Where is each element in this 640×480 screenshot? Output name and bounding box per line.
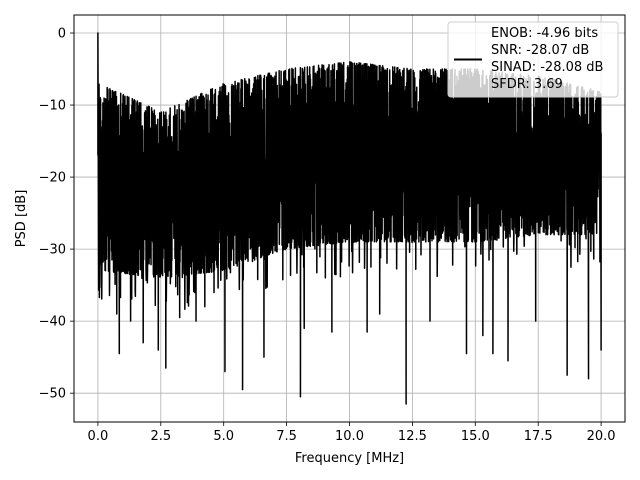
x-tick-label: 15.0 [461, 429, 490, 444]
x-tick-label: 12.5 [398, 429, 427, 444]
legend-entry-sfdr: SFDR: 3.69 [491, 77, 563, 92]
psd-series [97, 32, 602, 405]
y-axis: 0 −10 −20 −30 −40 −50 [39, 27, 74, 402]
x-tick-label: 0.0 [88, 429, 109, 444]
x-tick-label: 5.0 [213, 429, 234, 444]
y-tick-label: −20 [39, 171, 66, 186]
x-tick-label: 10.0 [335, 429, 364, 444]
y-tick-label: −40 [39, 315, 66, 330]
x-axis: 0.0 2.5 5.0 7.5 10.0 12.5 15.0 17.5 20.0 [88, 422, 616, 444]
y-tick-label: −30 [39, 243, 66, 258]
psd-line [97, 32, 602, 405]
legend-entry-snr: SNR: -28.07 dB [491, 43, 589, 58]
legend-entry-enob: ENOB: -4.96 bits [491, 26, 598, 41]
legend-entry-sinad: SINAD: -28.08 dB [491, 60, 603, 75]
y-tick-label: −10 [39, 99, 66, 114]
legend: ENOB: -4.96 bits SNR: -28.07 dB SINAD: -… [447, 21, 619, 98]
x-tick-label: 17.5 [524, 429, 553, 444]
y-axis-label: PSD [dB] [14, 190, 29, 248]
y-tick-label: 0 [58, 27, 66, 42]
x-tick-label: 7.5 [276, 429, 297, 444]
legend-box [447, 21, 619, 98]
x-tick-label: 2.5 [150, 429, 171, 444]
x-tick-label: 20.0 [587, 429, 616, 444]
y-tick-label: −50 [39, 387, 66, 402]
x-axis-label: Frequency [MHz] [295, 451, 404, 466]
